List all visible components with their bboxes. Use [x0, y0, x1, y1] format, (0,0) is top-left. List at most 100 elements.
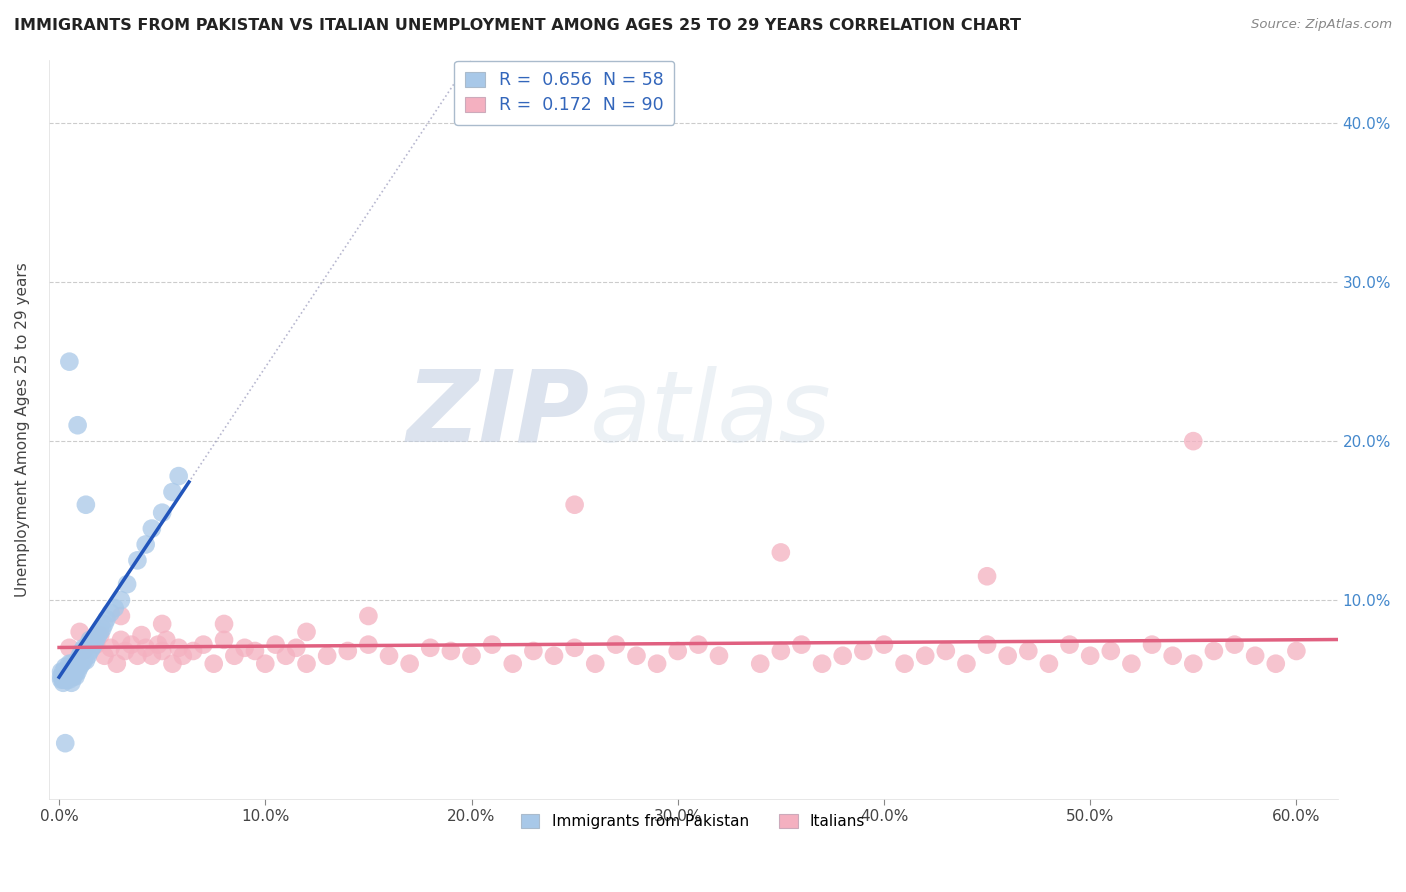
Point: [564, 640, 586, 655]
Point: [79, 632, 101, 647]
Point: [357, 638, 380, 652]
Point: [141, 522, 163, 536]
Point: [976, 569, 998, 583]
Text: IMMIGRANTS FROM PAKISTAN VS ITALIAN UNEMPLOYMENT AMONG AGES 25 TO 29 YEARS CORRE: IMMIGRANTS FROM PAKISTAN VS ITALIAN UNEM…: [14, 18, 1021, 33]
Point: [1017, 644, 1039, 658]
Point: [167, 469, 190, 483]
Point: [1059, 638, 1081, 652]
Point: [53, 736, 76, 750]
Point: [749, 657, 772, 671]
Point: [852, 644, 875, 658]
Point: [172, 648, 194, 663]
Point: [75, 498, 97, 512]
Point: [155, 632, 177, 647]
Point: [522, 644, 544, 658]
Point: [481, 638, 503, 652]
Point: [120, 638, 142, 652]
Point: [212, 632, 235, 647]
Point: [1099, 644, 1122, 658]
Point: [976, 638, 998, 652]
Point: [49, 673, 72, 687]
Point: [193, 638, 215, 652]
Point: [790, 638, 813, 652]
Point: [73, 644, 96, 658]
Point: [202, 657, 225, 671]
Point: [56, 665, 79, 679]
Point: [135, 640, 157, 655]
Point: [419, 640, 441, 655]
Point: [254, 657, 277, 671]
Point: [91, 622, 114, 636]
Point: [69, 624, 91, 639]
Point: [1161, 648, 1184, 663]
Point: [87, 628, 110, 642]
Point: [150, 617, 173, 632]
Point: [1078, 648, 1101, 663]
Point: [49, 665, 72, 679]
Point: [1244, 648, 1267, 663]
Point: [65, 665, 87, 679]
Point: [127, 648, 149, 663]
Point: [52, 665, 75, 679]
Point: [93, 648, 115, 663]
Point: [150, 506, 173, 520]
Point: [357, 609, 380, 624]
Point: [58, 354, 80, 368]
Point: [73, 640, 96, 655]
Point: [58, 665, 80, 679]
Point: [84, 638, 107, 652]
Point: [1223, 638, 1246, 652]
Point: [564, 498, 586, 512]
Point: [93, 617, 115, 632]
Point: [100, 640, 122, 655]
Point: [104, 601, 127, 615]
Point: [73, 653, 96, 667]
Point: [52, 675, 75, 690]
Point: [53, 673, 76, 687]
Point: [65, 657, 87, 671]
Point: [69, 648, 91, 663]
Point: [79, 632, 101, 647]
Point: [224, 648, 246, 663]
Point: [100, 606, 122, 620]
Point: [1182, 434, 1205, 449]
Point: [58, 640, 80, 655]
Point: [707, 648, 730, 663]
Point: [233, 640, 256, 655]
Point: [645, 657, 668, 671]
Point: [110, 609, 132, 624]
Point: [626, 648, 648, 663]
Point: [167, 640, 190, 655]
Text: ZIP: ZIP: [408, 366, 591, 463]
Point: [141, 648, 163, 663]
Point: [75, 653, 97, 667]
Point: [162, 485, 184, 500]
Point: [69, 660, 91, 674]
Point: [502, 657, 524, 671]
Point: [66, 418, 89, 433]
Point: [66, 653, 89, 667]
Point: [60, 668, 83, 682]
Point: [83, 638, 105, 652]
Point: [243, 644, 266, 658]
Point: [1202, 644, 1225, 658]
Point: [212, 617, 235, 632]
Point: [336, 644, 359, 658]
Point: [1140, 638, 1163, 652]
Point: [105, 657, 128, 671]
Point: [1182, 657, 1205, 671]
Point: [146, 638, 169, 652]
Point: [77, 638, 100, 652]
Point: [65, 669, 87, 683]
Point: [162, 657, 184, 671]
Point: [666, 644, 689, 658]
Point: [77, 648, 100, 663]
Point: [53, 660, 76, 674]
Point: [70, 644, 93, 658]
Point: [316, 648, 339, 663]
Point: [295, 657, 318, 671]
Point: [831, 648, 853, 663]
Point: [75, 640, 97, 655]
Text: atlas: atlas: [591, 366, 832, 463]
Point: [150, 644, 173, 658]
